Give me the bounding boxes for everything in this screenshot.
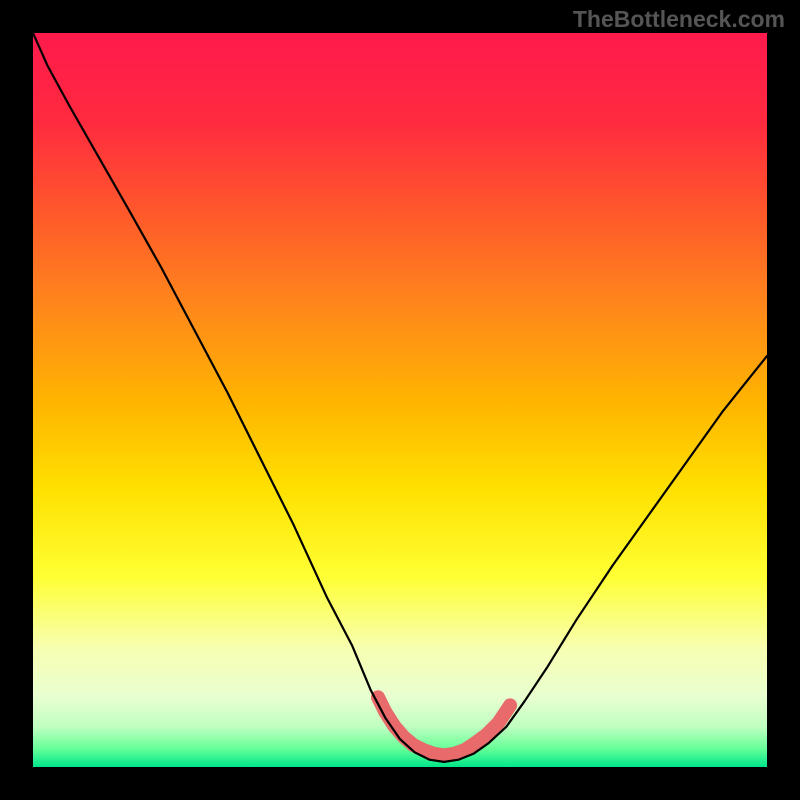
chart-stage: TheBottleneck.com xyxy=(0,0,800,800)
gradient-background xyxy=(33,33,767,767)
plot-area xyxy=(33,33,767,767)
watermark-text: TheBottleneck.com xyxy=(573,6,785,33)
plot-svg xyxy=(33,33,767,767)
